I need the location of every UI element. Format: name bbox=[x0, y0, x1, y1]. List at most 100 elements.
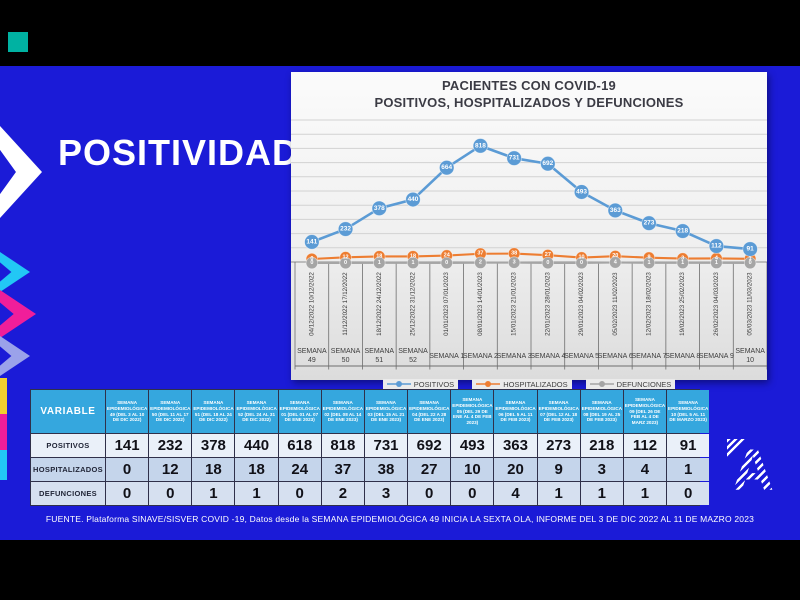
data-point-positivos bbox=[742, 241, 758, 257]
data-label-hospitalizados: 4 bbox=[715, 255, 719, 261]
x-axis-week-label: SEMANA 6 bbox=[598, 353, 633, 360]
data-point-defunciones bbox=[541, 256, 555, 270]
x-axis-week-label: SEMANA bbox=[365, 348, 395, 355]
table-header-week: SEMANA EPIDEMIOLÓGICA 04 (DEL 22 A 28 DE… bbox=[408, 390, 451, 433]
x-axis-week-label: SEMANA 9 bbox=[699, 353, 734, 360]
x-axis-date-label: 05/03/2023 11/03/2023 bbox=[747, 272, 754, 336]
data-label-defunciones: 1 bbox=[647, 260, 650, 266]
data-label-positivos: 440 bbox=[408, 196, 419, 203]
table-cell-value: 12 bbox=[149, 458, 192, 481]
table-cell-value: 0 bbox=[408, 482, 451, 505]
table-cell-value: 692 bbox=[408, 434, 451, 457]
cyan-edge-strip bbox=[0, 450, 7, 480]
legend-marker-icon bbox=[386, 381, 411, 387]
data-label-defunciones: 1 bbox=[411, 260, 414, 266]
data-point-positivos bbox=[506, 150, 522, 166]
table-header-week: SEMANA EPIDEMIOLÓGICA 49 (DEL 3 al 10 de… bbox=[106, 390, 149, 433]
chart-title: PACIENTES CON COVID-19 POSITIVOS, HOSPIT… bbox=[291, 72, 767, 114]
lavender-chevron-icon bbox=[0, 336, 30, 376]
cyan-chevron-icon bbox=[0, 252, 30, 292]
table-cell-value: 0 bbox=[667, 482, 710, 505]
x-axis-date-label: 18/12/2022 24/12/2022 bbox=[376, 272, 383, 336]
x-axis-date-label: 26/02/2023 04/03/2023 bbox=[713, 272, 720, 336]
legend-item-hospitalizados: HOSPITALIZADOS bbox=[472, 378, 572, 390]
data-point-positivos bbox=[439, 160, 455, 176]
table-cell-value: 112 bbox=[623, 434, 667, 457]
table-cell-value: 10 bbox=[451, 458, 494, 481]
data-label-positivos: 692 bbox=[542, 160, 553, 167]
x-axis-week-label: SEMANA 1 bbox=[429, 353, 464, 360]
data-label-defunciones: 0 bbox=[344, 260, 347, 266]
data-label-hospitalizados: 10 bbox=[579, 255, 585, 261]
x-axis-week-label: SEMANA 2 bbox=[463, 353, 498, 360]
data-label-positivos: 664 bbox=[441, 164, 452, 171]
legend-item-defunciones: DEFUNCIONES bbox=[585, 378, 676, 390]
data-label-hospitalizados: 3 bbox=[681, 256, 684, 262]
table-cell-value: 3 bbox=[364, 482, 408, 505]
data-label-hospitalizados: 20 bbox=[612, 253, 618, 259]
x-axis-date-label: 08/01/2023 14/01/2023 bbox=[477, 272, 484, 336]
table-cell-value: 1 bbox=[667, 458, 710, 481]
data-label-hospitalizados: 18 bbox=[410, 253, 416, 259]
data-label-positivos: 731 bbox=[509, 155, 520, 162]
data-point-defunciones bbox=[676, 256, 689, 270]
data-point-defunciones bbox=[373, 256, 386, 270]
table-cell-value: 37 bbox=[321, 458, 364, 481]
data-point-defunciones bbox=[710, 256, 723, 270]
table-cell-value: 9 bbox=[537, 458, 580, 481]
data-point-positivos bbox=[371, 200, 387, 216]
x-axis-date-label: 25/12/2022 31/12/2022 bbox=[410, 272, 417, 336]
x-axis-week-label: SEMANA bbox=[331, 348, 361, 355]
table-cell-value: 4 bbox=[494, 482, 537, 505]
table-cell-value: 18 bbox=[192, 458, 235, 481]
logo-letter: A bbox=[727, 439, 779, 503]
data-point-defunciones bbox=[474, 256, 487, 269]
data-point-defunciones bbox=[642, 256, 656, 270]
data-label-positivos: 818 bbox=[475, 142, 486, 149]
x-axis-week-label: SEMANA 8 bbox=[665, 353, 700, 360]
x-axis-date-label: 04/12/2022 10/12/2022 bbox=[308, 272, 315, 336]
x-axis-week-number: 49 bbox=[308, 357, 316, 364]
table-header-week: SEMANA EPIDEMIOLÓGICA 03 (DEL 15 AL 21 D… bbox=[364, 390, 408, 433]
table-cell-value: 232 bbox=[149, 434, 192, 457]
table-cell-value: 378 bbox=[192, 434, 235, 457]
x-axis-week-number: 52 bbox=[409, 357, 417, 364]
data-point-positivos bbox=[405, 191, 421, 208]
legend-marker-icon bbox=[589, 381, 614, 387]
data-label-positivos: 273 bbox=[644, 220, 655, 227]
x-axis-date-label: 01/01/2023 07/01/2023 bbox=[443, 272, 450, 336]
table-header-week: SEMANA EPIDEMIOLÓGICA 50 (DEL 11 al 17 d… bbox=[149, 390, 192, 433]
data-table: VARIABLE SEMANA EPIDEMIOLÓGICA 49 (DEL 3 … bbox=[30, 389, 710, 506]
data-label-positivos: 141 bbox=[306, 238, 317, 245]
table-row-label: DEFUNCIONES bbox=[31, 482, 105, 505]
table-header-week: SEMANA EPIDEMIOLÓGICA 02 (DEL 08 AL 14 D… bbox=[321, 390, 364, 433]
x-axis-week-label: SEMANA bbox=[398, 348, 428, 355]
x-axis-date-label: 05/02/2023 11/02/2023 bbox=[612, 272, 619, 336]
legend-label: POSITIVOS bbox=[413, 379, 455, 389]
table-cell-value: 218 bbox=[580, 434, 623, 457]
pink-edge-strip bbox=[0, 414, 7, 450]
table-cell-value: 731 bbox=[364, 434, 408, 457]
data-label-defunciones: 0 bbox=[310, 260, 313, 266]
data-label-defunciones: 2 bbox=[479, 260, 482, 266]
data-point-defunciones bbox=[609, 256, 622, 269]
data-label-hospitalizados: 12 bbox=[343, 254, 349, 260]
x-axis-week-label: SEMANA bbox=[735, 348, 765, 355]
teal-accent-square bbox=[8, 32, 28, 52]
table-header-week: SEMANA EPIDEMIOLÓGICA 09 (DEL 26 DE FEB … bbox=[623, 390, 667, 433]
chart-title-line1: PACIENTES CON COVID-19 bbox=[442, 78, 616, 93]
data-label-positivos: 363 bbox=[610, 207, 621, 214]
data-label-hospitalizados: 9 bbox=[647, 255, 650, 261]
x-axis-week-number: 10 bbox=[746, 357, 754, 364]
table-header-week: SEMANA EPIDEMIOLÓGICA 06 (DEL 5 al 11 DE… bbox=[494, 390, 537, 433]
table-cell-value: 363 bbox=[494, 434, 537, 457]
x-axis-week-number: 50 bbox=[342, 357, 350, 364]
x-axis-date-label: 19/02/2023 25/02/2023 bbox=[679, 272, 686, 336]
magenta-chevron-icon bbox=[0, 290, 36, 338]
x-axis-week-number: 51 bbox=[375, 357, 383, 364]
table-cell-value: 273 bbox=[537, 434, 580, 457]
table-header-week: SEMANA EPIDEMIOLÓGICA 52 (DEL 24 al 31 d… bbox=[235, 390, 278, 433]
logo-a: A bbox=[727, 439, 779, 503]
data-label-defunciones: 3 bbox=[513, 260, 516, 266]
